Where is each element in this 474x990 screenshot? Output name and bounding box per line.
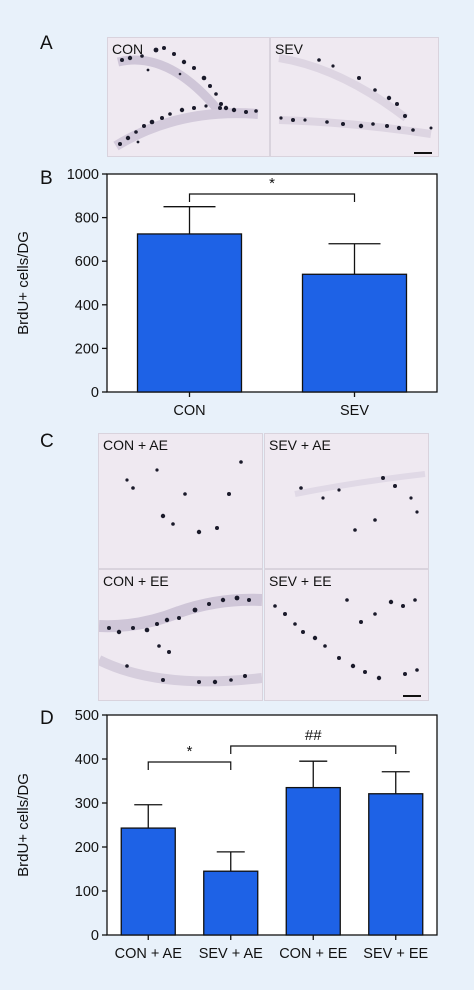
significance-label: * — [269, 175, 275, 192]
micrograph-sev-ae-label: SEV + AE — [269, 437, 331, 453]
micrograph-con-ee: CON + EE — [98, 569, 263, 701]
micrograph-con-ae: CON + AE — [98, 433, 263, 569]
y-tick-label: 400 — [75, 752, 99, 768]
micrograph-sev-ee: SEV + EE — [264, 569, 429, 701]
y-tick-label: 0 — [91, 928, 99, 944]
micrograph-sev-ee-label: SEV + EE — [269, 573, 332, 589]
y-tick-label: 300 — [75, 796, 99, 812]
y-tick-label: 200 — [75, 840, 99, 856]
micrograph-con-ee-cells — [99, 593, 262, 687]
y-tick-label: 600 — [75, 254, 99, 270]
y-tick-label: 1000 — [67, 167, 99, 183]
x-tick-label: SEV — [340, 403, 369, 419]
chart-b: B 0 200 400 600 800 1000 BrdU+ cells/DG CON SEV * — [15, 167, 438, 419]
bar — [285, 786, 341, 936]
x-tick-label: SEV + EE — [363, 946, 428, 962]
micrograph-con-label: CON — [112, 41, 144, 57]
significance-label: ## — [305, 727, 322, 744]
significance-bracket — [230, 745, 397, 754]
x-tick-label: CON + EE — [279, 946, 347, 962]
bar — [301, 273, 408, 393]
micrograph-con-cells — [113, 46, 259, 151]
scale-bar — [403, 695, 421, 697]
scale-bar — [414, 152, 432, 154]
micrograph-sev-ee-cells — [273, 598, 419, 681]
micrograph-con-ee-label: CON + EE — [103, 573, 169, 589]
micrograph-sev-ae: SEV + AE — [264, 433, 429, 569]
significance-label: * — [187, 743, 193, 760]
y-tick-label: 0 — [91, 385, 99, 401]
significance-bracket — [147, 761, 232, 770]
y-tick-label: 500 — [75, 708, 99, 724]
chart-d: D 0 100 200 300 400 500 BrdU+ cells/DG CON + AE… — [15, 708, 438, 962]
y-axis-label: BrdU+ cells/DG — [15, 773, 32, 877]
micrograph-con: CON — [107, 37, 270, 157]
panel-b-letter: B — [40, 168, 53, 189]
micrograph-sev-label: SEV — [275, 41, 304, 57]
y-tick-label: 200 — [75, 341, 99, 357]
y-tick-label: 100 — [75, 884, 99, 900]
micrograph-con-ae-cells — [125, 460, 243, 535]
micrograph-sev-ae-cells — [294, 471, 426, 532]
micrograph-sev: SEV — [270, 37, 439, 157]
micrograph-con-ae-label: CON + AE — [103, 437, 168, 453]
micrograph-sev-cells — [278, 54, 433, 138]
panel-d-letter: D — [40, 708, 54, 729]
bar — [136, 233, 243, 393]
y-tick-label: 400 — [75, 298, 99, 314]
bar — [203, 870, 259, 936]
y-axis-label: BrdU+ cells/DG — [15, 231, 32, 335]
panel-c-letter: C — [40, 431, 54, 452]
bar — [120, 827, 176, 936]
bar — [368, 793, 424, 936]
panel-a-letter: A — [40, 33, 53, 54]
x-tick-label: SEV + AE — [199, 946, 263, 962]
x-tick-label: CON — [173, 403, 205, 419]
y-tick-label: 800 — [75, 211, 99, 227]
significance-bracket — [188, 193, 356, 202]
x-tick-label: CON + AE — [115, 946, 183, 962]
